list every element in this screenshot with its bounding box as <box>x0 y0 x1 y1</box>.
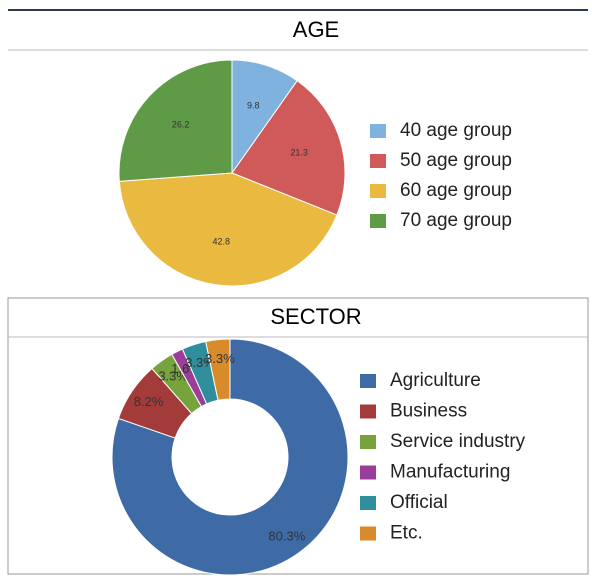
legend-label: 60 age group <box>400 180 512 201</box>
data-label: 80.3% <box>268 528 305 543</box>
legend-label: 70 age group <box>400 210 512 231</box>
legend-swatch <box>360 374 376 388</box>
pie-slice <box>118 59 233 182</box>
legend-swatch <box>360 435 376 449</box>
legend-label: Official <box>390 492 448 513</box>
data-label: 42.8 <box>213 237 231 247</box>
pie-slice <box>118 172 338 287</box>
legend-label: 40 age group <box>400 120 512 141</box>
donut-slice <box>205 338 231 401</box>
legend-label: 50 age group <box>400 150 512 171</box>
pie-slice <box>231 80 346 216</box>
legend-swatch <box>370 124 386 138</box>
data-label: 3.3% <box>158 369 188 384</box>
data-label: 8.2% <box>134 394 164 409</box>
data-label: 3.3% <box>185 355 215 370</box>
legend-swatch <box>370 214 386 228</box>
panel-border <box>7 297 589 575</box>
data-label: 21.3 <box>290 148 308 158</box>
data-label: 3.3% <box>205 351 235 366</box>
legend-swatch <box>370 154 386 168</box>
donut-slice <box>111 338 349 576</box>
chart-title: AGE <box>293 17 339 42</box>
data-label: 26.2 <box>172 120 190 130</box>
legend-swatch <box>360 465 376 480</box>
legend-label: Business <box>390 401 467 422</box>
legend-label: Service industry <box>390 431 526 452</box>
legend-swatch <box>360 526 376 541</box>
chart-title: SECTOR <box>270 304 361 329</box>
legend-swatch <box>370 184 386 198</box>
data-label: 9.8 <box>247 101 260 111</box>
legend-label: Etc. <box>390 523 423 544</box>
legend-label: Agriculture <box>390 370 481 391</box>
legend-label: Manufacturing <box>390 462 510 483</box>
legend-swatch <box>360 404 376 419</box>
legend-swatch <box>360 496 376 510</box>
